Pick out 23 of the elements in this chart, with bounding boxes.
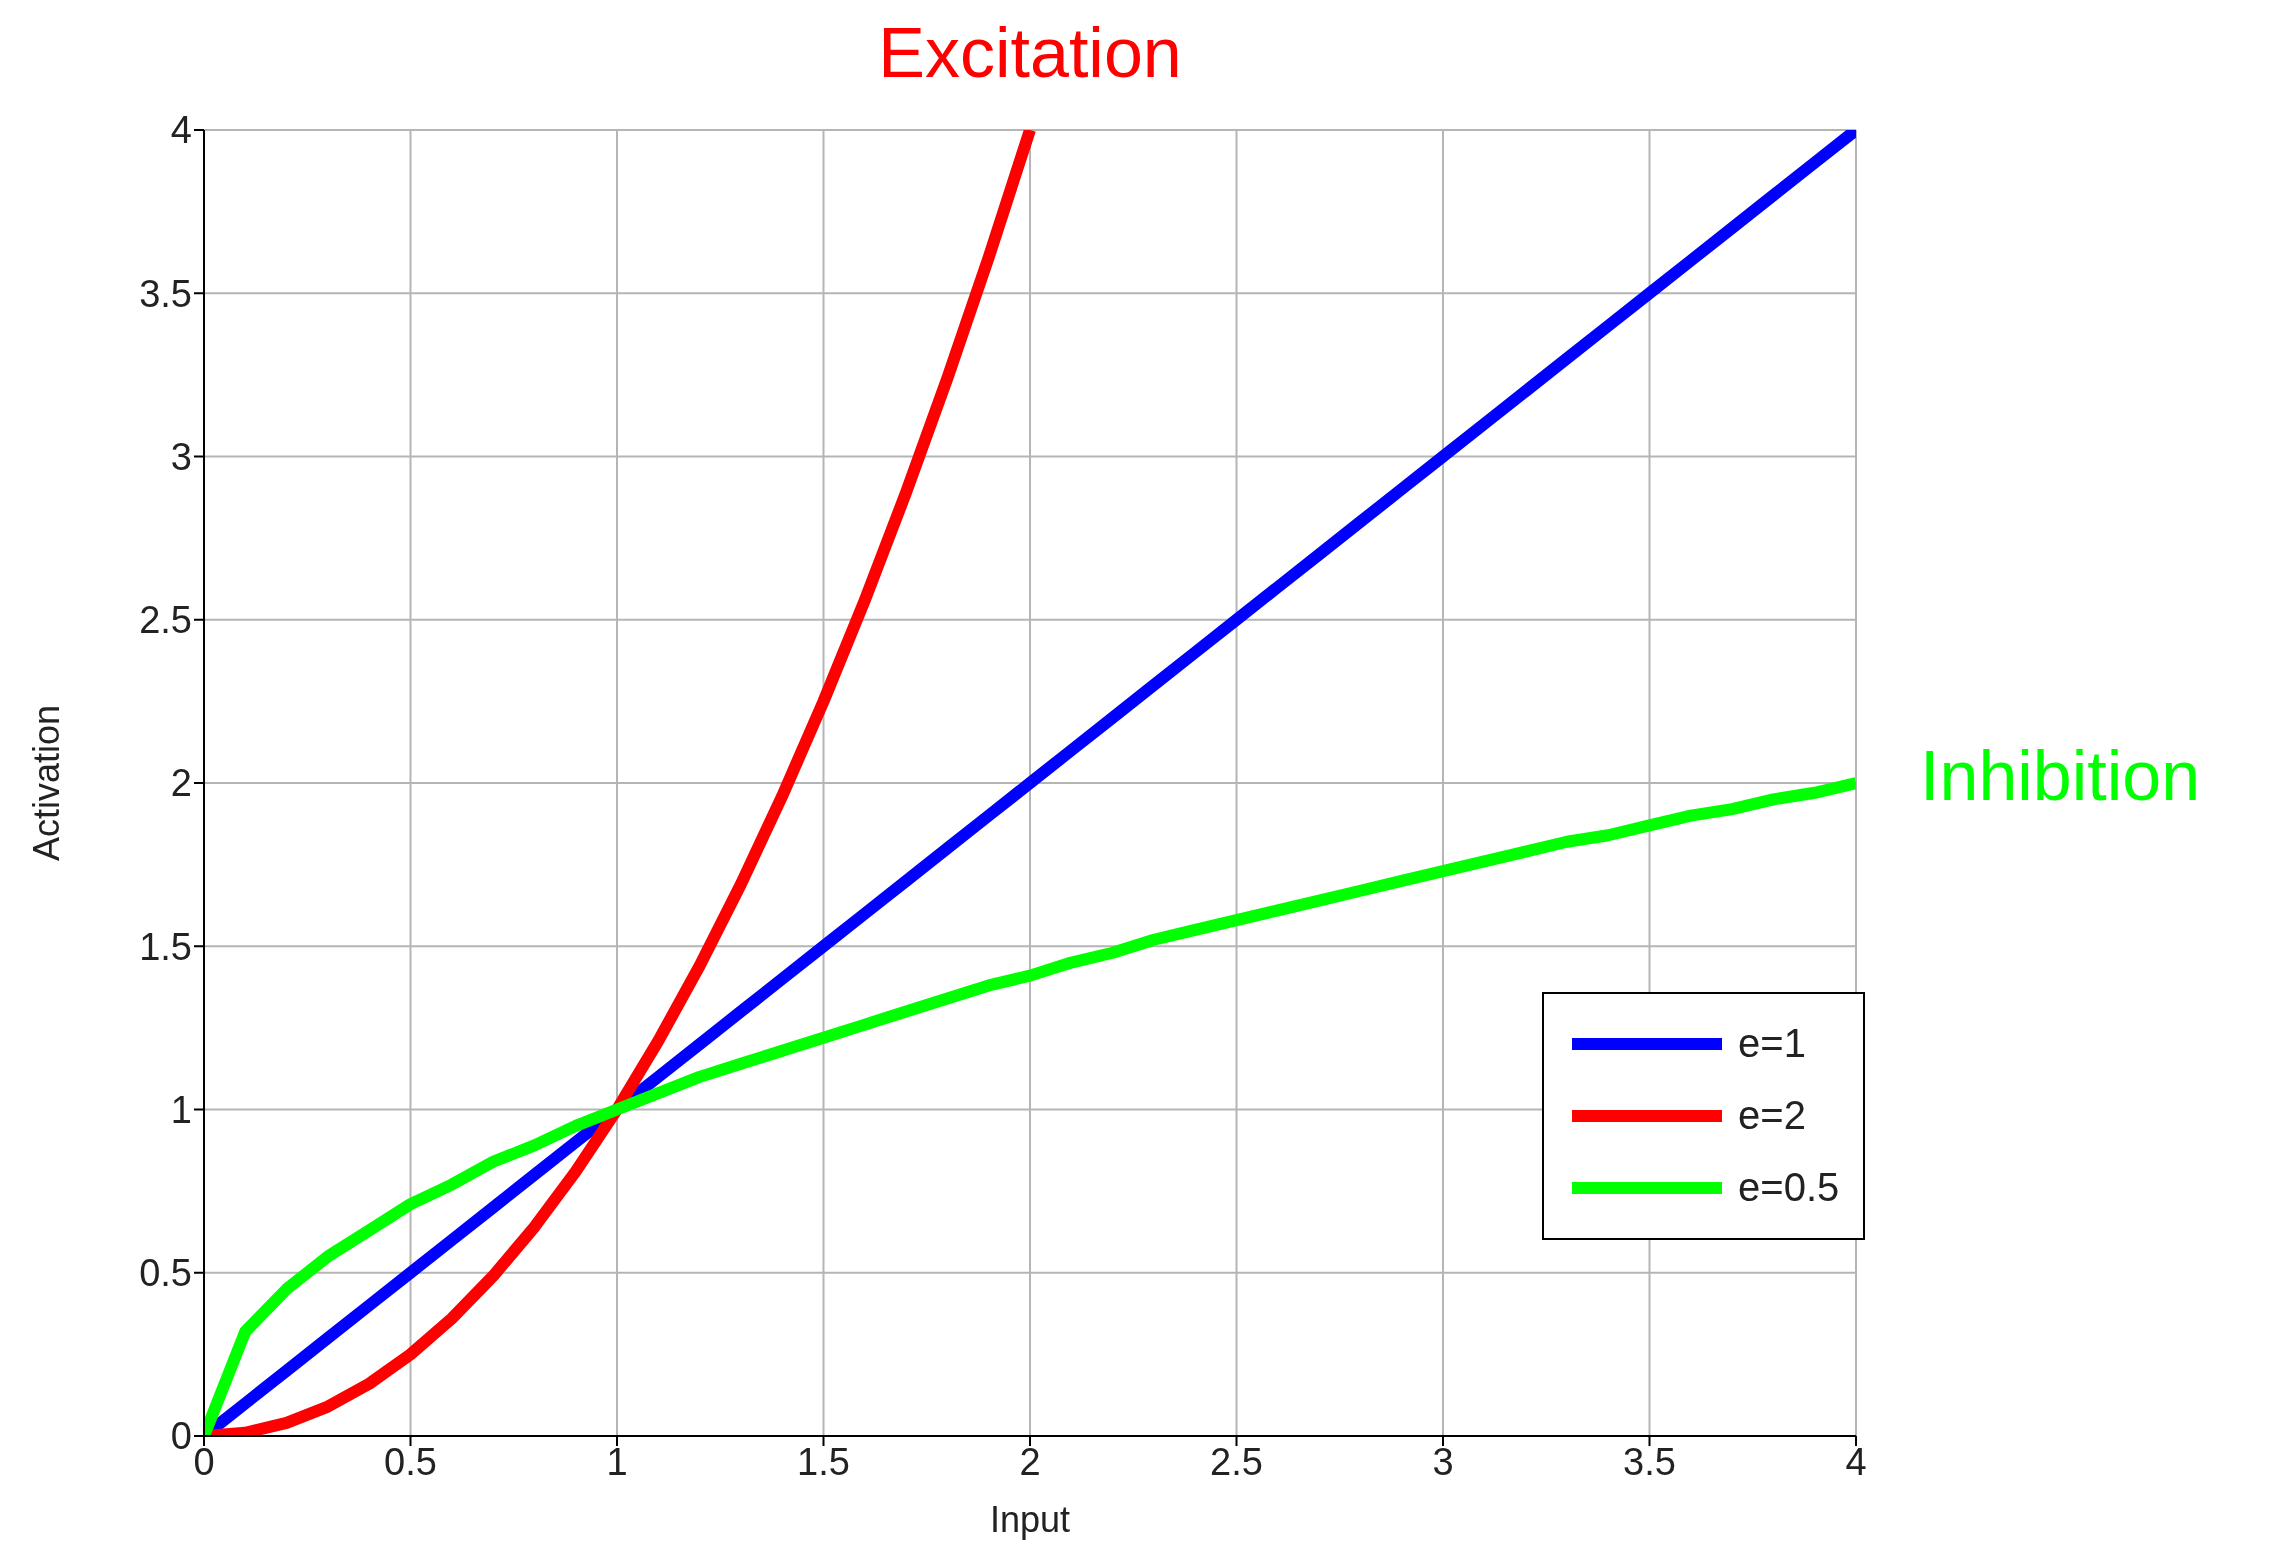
annotation: Inhibition [1920, 737, 2201, 815]
x-tick-label: 2 [1019, 1440, 1041, 1483]
x-axis-title: Input [989, 1499, 1071, 1540]
x-tick-label: 2.5 [1210, 1440, 1263, 1483]
y-tick-label: 4 [170, 109, 192, 152]
x-tick-label: 0.5 [384, 1440, 437, 1483]
y-tick-label: 0.5 [139, 1252, 192, 1295]
legend-label: e=2 [1738, 1093, 1806, 1139]
x-tick-label: 1.5 [797, 1440, 850, 1483]
x-tick-label: 1 [606, 1440, 628, 1483]
y-tick-label: 2.5 [139, 599, 192, 642]
y-tick-label: 2 [170, 762, 192, 805]
legend-label: e=1 [1738, 1021, 1806, 1067]
y-tick-label: 3.5 [139, 272, 192, 315]
x-tick-label: 4 [1845, 1440, 1867, 1483]
legend-label: e=0.5 [1738, 1165, 1840, 1211]
y-tick-label: 1.5 [139, 925, 192, 968]
y-tick-label: 1 [170, 1088, 192, 1131]
y-axis-title: Activation [25, 704, 67, 862]
y-tick-label: 3 [170, 435, 192, 478]
annotation: Excitation [878, 14, 1182, 92]
x-tick-label: 3 [1432, 1440, 1454, 1483]
x-tick-label: 3.5 [1623, 1440, 1676, 1483]
